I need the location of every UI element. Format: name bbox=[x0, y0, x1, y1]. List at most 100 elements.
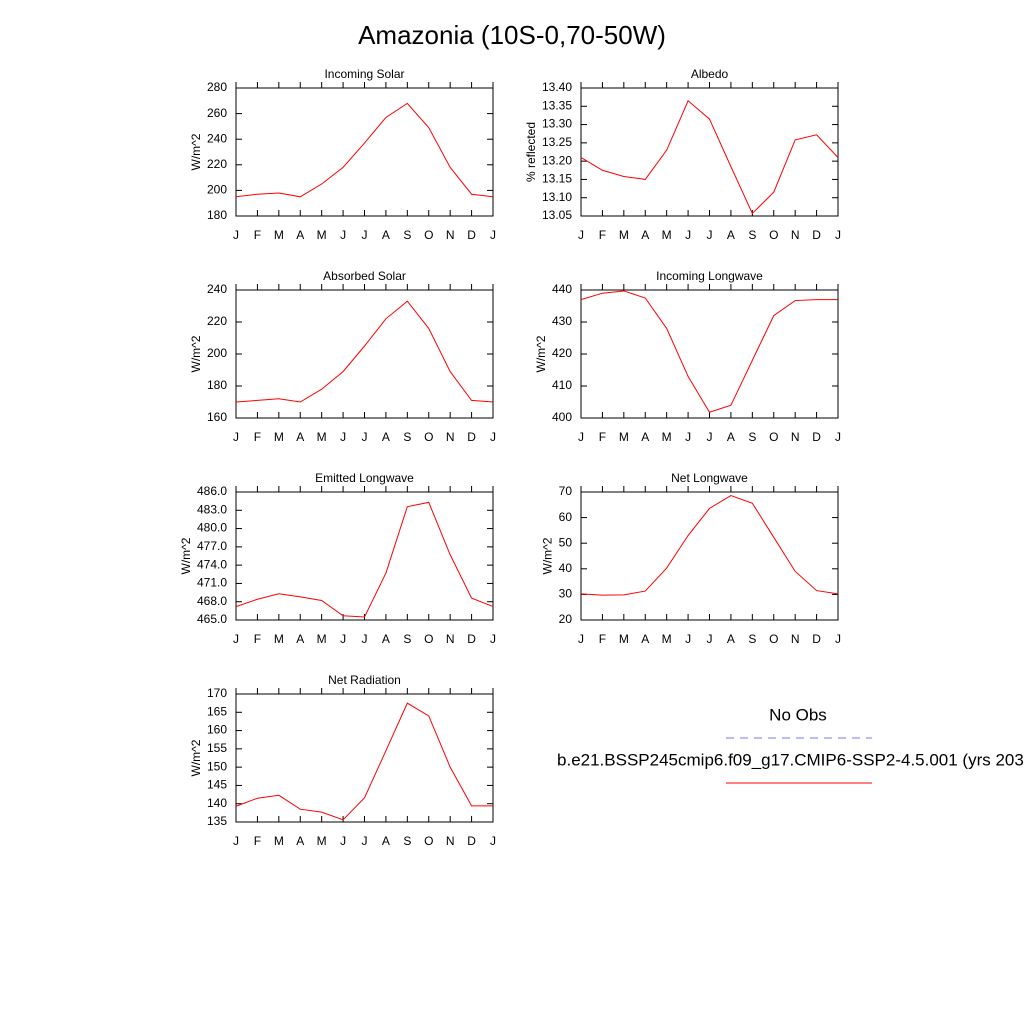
x-tick-label: D bbox=[467, 228, 476, 242]
x-tick-label: J bbox=[835, 430, 841, 444]
x-tick-label: J bbox=[340, 834, 346, 848]
x-tick-label: M bbox=[317, 430, 327, 444]
x-tick-label: J bbox=[233, 430, 239, 444]
x-tick-label: J bbox=[707, 228, 713, 242]
x-tick-label: F bbox=[254, 228, 261, 242]
x-tick-label: J bbox=[233, 632, 239, 646]
y-tick-label: 13.25 bbox=[542, 135, 572, 149]
y-tick-label: 220 bbox=[207, 157, 227, 171]
y-tick-label: 170 bbox=[207, 686, 227, 700]
x-tick-label: J bbox=[362, 632, 368, 646]
y-tick-label: 420 bbox=[552, 346, 572, 360]
y-axis-label: W/m^2 bbox=[179, 537, 193, 574]
x-tick-label: O bbox=[424, 632, 433, 646]
panel-title: Net Radiation bbox=[328, 673, 401, 687]
y-tick-label: 471.0 bbox=[197, 576, 227, 590]
x-tick-label: N bbox=[791, 632, 800, 646]
y-tick-label: 180 bbox=[207, 378, 227, 392]
y-tick-label: 468.0 bbox=[197, 594, 227, 608]
y-tick-label: 165 bbox=[207, 704, 227, 718]
x-tick-label: J bbox=[685, 632, 691, 646]
x-tick-label: J bbox=[707, 632, 713, 646]
x-tick-label: F bbox=[254, 430, 261, 444]
x-tick-label: J bbox=[340, 430, 346, 444]
y-tick-label: 145 bbox=[207, 778, 227, 792]
y-tick-label: 240 bbox=[207, 282, 227, 296]
x-tick-label: J bbox=[362, 228, 368, 242]
x-tick-label: D bbox=[812, 228, 821, 242]
y-tick-label: 60 bbox=[559, 510, 573, 524]
y-tick-label: 260 bbox=[207, 106, 227, 120]
x-tick-label: D bbox=[467, 632, 476, 646]
x-tick-label: A bbox=[382, 834, 390, 848]
x-tick-label: A bbox=[641, 228, 649, 242]
x-tick-label: J bbox=[578, 430, 584, 444]
y-tick-label: 480.0 bbox=[197, 521, 227, 535]
data-line bbox=[235, 702, 493, 821]
y-tick-label: 13.35 bbox=[542, 98, 572, 112]
x-tick-label: M bbox=[317, 228, 327, 242]
y-tick-label: 474.0 bbox=[197, 557, 227, 571]
y-tick-label: 70 bbox=[559, 484, 573, 498]
x-tick-label: N bbox=[791, 430, 800, 444]
x-tick-label: J bbox=[340, 632, 346, 646]
x-tick-label: J bbox=[233, 228, 239, 242]
x-tick-label: M bbox=[619, 632, 629, 646]
y-tick-label: 30 bbox=[559, 587, 573, 601]
y-tick-label: 180 bbox=[207, 208, 227, 222]
y-tick-label: 13.05 bbox=[542, 208, 572, 222]
x-tick-label: D bbox=[467, 430, 476, 444]
y-tick-label: 135 bbox=[207, 814, 227, 828]
x-tick-label: S bbox=[403, 834, 411, 848]
plot-frame bbox=[580, 289, 839, 419]
x-tick-label: A bbox=[641, 632, 649, 646]
x-tick-label: N bbox=[791, 228, 800, 242]
x-tick-label: F bbox=[599, 228, 606, 242]
legend-label: b.e21.BSSP245cmip6.f09_g17.CMIP6-SSP2-4.… bbox=[557, 750, 1024, 769]
data-line bbox=[580, 495, 839, 596]
x-tick-label: J bbox=[685, 228, 691, 242]
y-tick-label: 50 bbox=[559, 535, 573, 549]
y-axis-label: W/m^2 bbox=[189, 335, 203, 372]
x-tick-label: O bbox=[424, 834, 433, 848]
plot-frame bbox=[580, 491, 839, 621]
x-tick-label: M bbox=[619, 228, 629, 242]
y-tick-label: 200 bbox=[207, 183, 227, 197]
y-tick-label: 280 bbox=[207, 80, 227, 94]
x-tick-label: J bbox=[233, 834, 239, 848]
x-tick-label: J bbox=[707, 430, 713, 444]
x-tick-label: O bbox=[769, 632, 778, 646]
x-tick-label: M bbox=[662, 430, 672, 444]
x-tick-label: A bbox=[641, 430, 649, 444]
x-tick-label: N bbox=[446, 834, 455, 848]
y-axis-label: W/m^2 bbox=[534, 335, 548, 372]
y-tick-label: 430 bbox=[552, 314, 572, 328]
y-tick-label: 240 bbox=[207, 131, 227, 145]
x-tick-label: F bbox=[599, 632, 606, 646]
x-tick-label: M bbox=[619, 430, 629, 444]
x-tick-label: A bbox=[727, 430, 735, 444]
x-tick-label: J bbox=[362, 834, 368, 848]
panel-title: Net Longwave bbox=[671, 471, 748, 485]
y-tick-label: 400 bbox=[552, 410, 572, 424]
y-tick-label: 483.0 bbox=[197, 502, 227, 516]
x-tick-label: M bbox=[662, 228, 672, 242]
y-tick-label: 40 bbox=[559, 561, 573, 575]
x-tick-label: O bbox=[769, 430, 778, 444]
y-tick-label: 486.0 bbox=[197, 484, 227, 498]
x-tick-label: F bbox=[254, 834, 261, 848]
y-tick-label: 13.40 bbox=[542, 80, 572, 94]
y-tick-label: 410 bbox=[552, 378, 572, 392]
panel: Albedo 13.05 13.10 13.15 13.20 13.25 13.30 13.3… bbox=[524, 67, 841, 242]
y-tick-label: 200 bbox=[207, 346, 227, 360]
x-tick-label: A bbox=[382, 228, 390, 242]
y-axis-label: W/m^2 bbox=[540, 537, 554, 574]
y-tick-label: 13.20 bbox=[542, 153, 572, 167]
plot-frame bbox=[235, 693, 494, 823]
x-tick-label: M bbox=[662, 632, 672, 646]
y-axis-label: W/m^2 bbox=[189, 133, 203, 170]
